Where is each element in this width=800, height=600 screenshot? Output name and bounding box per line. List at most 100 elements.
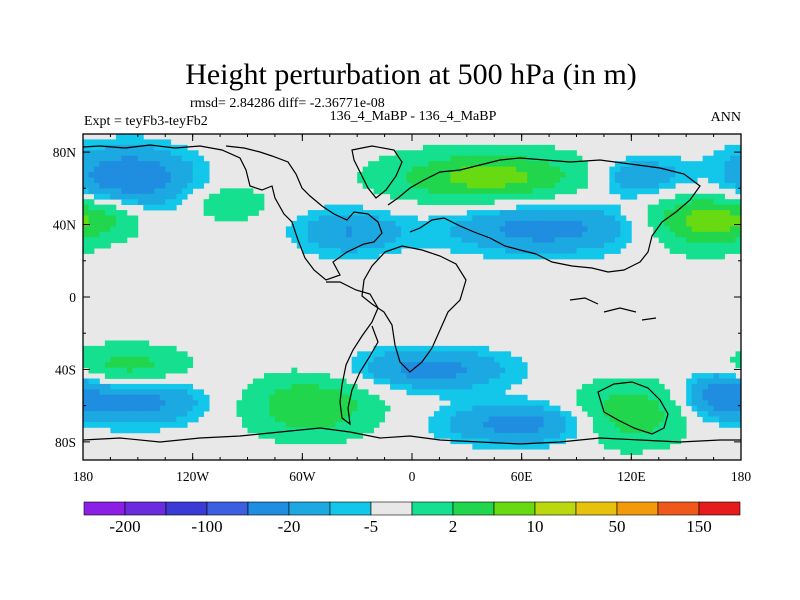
field-cell: [170, 367, 177, 374]
field-cell: [373, 215, 380, 222]
field-cell: [609, 220, 616, 227]
field-cell: [450, 405, 457, 412]
field-cell: [686, 199, 693, 206]
field-cell: [499, 411, 506, 417]
field-cell: [675, 204, 682, 211]
field-cell: [99, 172, 106, 178]
field-cell: [472, 188, 479, 195]
field-cell: [724, 378, 731, 385]
field-cell: [472, 144, 479, 151]
field-cell: [466, 421, 473, 428]
field-cell: [724, 421, 731, 428]
field-cell: [401, 220, 407, 227]
field-cell: [395, 242, 402, 249]
field-cell: [187, 356, 194, 363]
field-cell: [406, 215, 413, 222]
field-cell: [433, 182, 440, 189]
field-cell: [658, 405, 665, 412]
field-cell: [708, 416, 714, 423]
field-cell: [455, 182, 462, 189]
field-cell: [88, 155, 95, 162]
field-cell: [428, 367, 435, 374]
field-cell: [620, 193, 627, 200]
field-cell: [236, 210, 243, 216]
field-cell: [351, 411, 358, 417]
field-cell: [488, 411, 495, 417]
field-cell: [697, 242, 704, 249]
field-cell: [592, 215, 599, 222]
field-cell: [516, 400, 523, 407]
field-cell: [412, 226, 418, 233]
field-cell: [154, 394, 161, 401]
field-cell: [433, 389, 440, 396]
field-cell: [121, 177, 128, 184]
field-cell: [499, 356, 506, 363]
field-cell: [675, 237, 682, 244]
field-cell: [510, 427, 517, 434]
field-cell: [702, 193, 709, 200]
field-cell: [357, 351, 364, 358]
field-cell: [516, 427, 523, 434]
field-cell: [368, 161, 375, 167]
field-cell: [143, 416, 150, 423]
field-cell: [609, 432, 616, 439]
field-cell: [724, 242, 731, 249]
field-cell: [165, 411, 172, 417]
field-cell: [83, 226, 89, 233]
field-cell: [510, 416, 517, 423]
field-cell: [647, 378, 654, 385]
field-cell: [132, 166, 139, 173]
field-cell: [280, 373, 287, 379]
field-cell: [647, 215, 654, 222]
field-cell: [115, 237, 122, 244]
field-cell: [329, 427, 336, 434]
field-cell: [181, 356, 188, 363]
colorbar-label: -5: [364, 517, 378, 536]
field-cell: [669, 231, 676, 238]
field-cell: [368, 400, 375, 407]
field-cell: [494, 182, 501, 189]
field-cell: [450, 345, 457, 352]
field-cell: [691, 231, 698, 238]
field-cell: [647, 432, 654, 439]
field-cell: [401, 356, 407, 363]
field-cell: [466, 416, 473, 423]
field-cell: [653, 378, 660, 385]
field-cell: [176, 362, 183, 369]
field-cell: [472, 373, 479, 379]
field-cell: [609, 172, 616, 178]
field-cell: [83, 210, 89, 216]
field-cell: [444, 421, 451, 428]
field-cell: [83, 400, 89, 407]
field-cell: [499, 231, 506, 238]
field-cell: [527, 220, 534, 227]
field-cell: [620, 421, 627, 428]
field-cell: [538, 416, 544, 423]
field-cell: [697, 172, 704, 178]
field-cell: [132, 362, 139, 369]
field-cell: [83, 166, 89, 173]
field-cell: [242, 188, 248, 195]
field-cell: [121, 356, 128, 363]
field-cell: [532, 237, 539, 244]
field-cell: [658, 177, 665, 184]
field-cell: [680, 193, 687, 200]
field-cell: [730, 226, 736, 233]
field-cell: [132, 188, 139, 195]
field-cell: [417, 199, 424, 206]
field-cell: [313, 405, 320, 412]
field-cell: [713, 394, 720, 401]
field-cell: [505, 177, 512, 184]
field-cell: [614, 378, 621, 385]
field-cell: [499, 220, 506, 227]
field-cell: [154, 182, 161, 189]
field-cell: [560, 421, 566, 428]
field-cell: [609, 237, 616, 244]
field-cell: [549, 242, 555, 249]
field-cell: [231, 188, 237, 195]
field-cell: [472, 166, 479, 173]
field-cell: [209, 193, 215, 200]
field-cell: [351, 204, 358, 211]
field-cell: [132, 177, 139, 184]
field-cell: [466, 389, 473, 396]
